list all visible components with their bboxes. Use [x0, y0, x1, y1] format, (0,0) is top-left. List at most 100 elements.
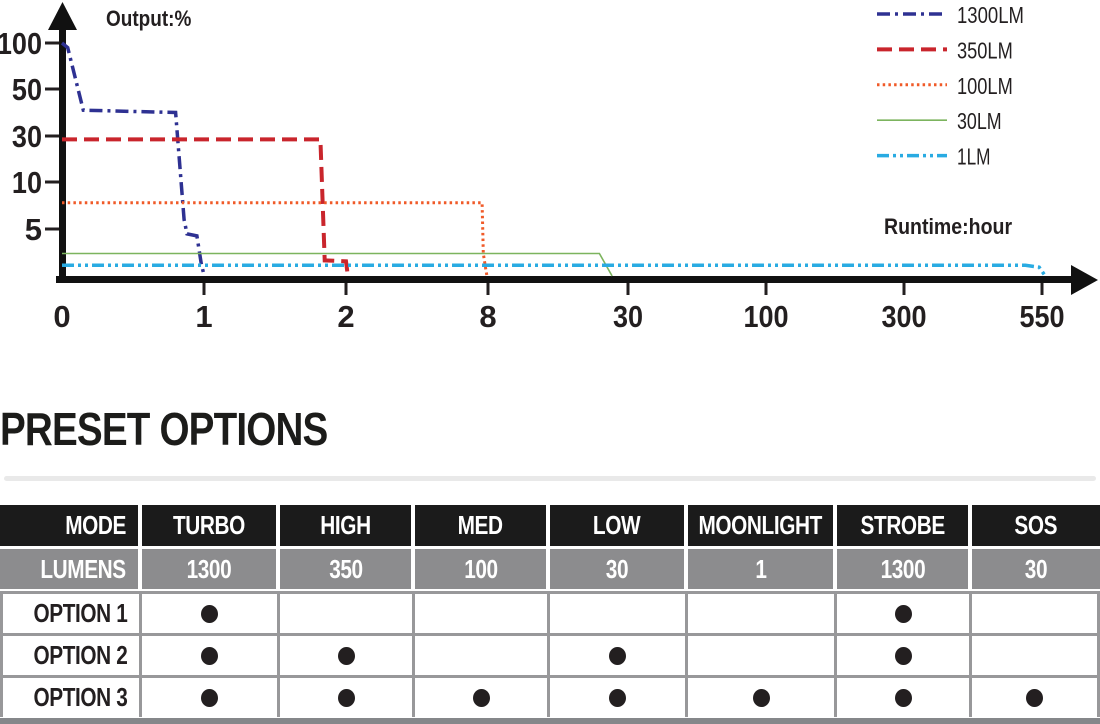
lumens-label: 350	[328, 553, 363, 584]
series-line-1lm	[62, 263, 1047, 277]
option-cell-moonlight	[688, 678, 837, 717]
lumens-row: LUMENS 1300 350 100 30 1 1300 30	[0, 549, 1100, 589]
selected-mode-dot-icon	[894, 688, 912, 707]
lumens-value-strobe: 1300	[837, 549, 972, 589]
option-row-3: OPTION 3	[3, 675, 1097, 717]
option-row-label: OPTION 2	[33, 640, 127, 670]
selected-mode-dot-icon	[1026, 688, 1043, 707]
selected-mode-dot-icon	[201, 604, 218, 623]
option-cell-strobe	[837, 636, 972, 675]
selected-mode-dot-icon	[894, 646, 912, 665]
lumens-label: 1300	[186, 553, 232, 584]
y-tick-label: 100	[0, 26, 42, 61]
series-line-1300lm	[60, 41, 206, 276]
option-row-label: OPTION 1	[33, 598, 127, 628]
option-cell-sos	[972, 594, 1097, 633]
option-cell-strobe	[837, 594, 972, 633]
option-cell-turbo	[142, 594, 280, 633]
selected-mode-dot-icon	[337, 688, 355, 707]
lumens-label: 30	[1024, 553, 1048, 584]
column-header-label: STROBE	[860, 510, 945, 540]
x-tick-label: 8	[479, 299, 496, 334]
selected-mode-dot-icon	[894, 604, 912, 623]
column-header-low: LOW	[550, 505, 688, 546]
column-header-strobe: STROBE	[837, 505, 972, 546]
option-cell-high	[280, 636, 415, 675]
lumens-value-low: 30	[550, 549, 688, 589]
column-header-sos: SOS	[972, 505, 1100, 546]
lumens-label: LUMENS	[40, 553, 127, 584]
lumens-label: 1	[754, 553, 767, 584]
lumens-value-turbo: 1300	[142, 549, 280, 589]
column-header-label: TURBO	[173, 510, 245, 540]
selected-mode-dot-icon	[609, 646, 626, 665]
x-axis-title: Runtime:hour	[884, 214, 1012, 239]
option-cell-low	[550, 678, 688, 717]
legend-label: 30LM	[957, 108, 1002, 134]
lumens-label: 100	[463, 553, 498, 584]
lumens-value-moonlight: 1	[688, 549, 837, 589]
selected-mode-dot-icon	[337, 646, 355, 665]
lumens-value-high: 350	[280, 549, 415, 589]
x-tick-label: 100	[743, 299, 788, 334]
option-cell-moonlight	[688, 636, 837, 675]
preset-options-table: MODE TURBO HIGH MED LOW MOONLIGHT STROBE SOS LUM…	[0, 505, 1100, 717]
x-tick-label: 1	[195, 299, 212, 334]
option-cell-med	[415, 594, 550, 633]
option-rows: OPTION 1 OPTION 2 OPTION 3	[0, 591, 1100, 717]
column-header-high: HIGH	[280, 505, 415, 546]
y-tick-label: 5	[25, 212, 42, 247]
x-tick-label: 0	[53, 299, 70, 334]
lumens-label: 30	[605, 553, 629, 584]
x-tick-label: 550	[1019, 299, 1064, 334]
column-header-mode: MODE	[0, 505, 142, 546]
selected-mode-dot-icon	[201, 688, 218, 707]
x-tick-label: 30	[613, 299, 643, 334]
legend-label: 1LM	[957, 144, 990, 170]
column-header-label: MED	[457, 510, 504, 540]
chart-legend: 1300LM 350LM 100LM 30LM 1LM	[877, 2, 1024, 170]
option-row-2: OPTION 2	[3, 633, 1097, 675]
selected-mode-dot-icon	[609, 688, 626, 707]
column-header-turbo: TURBO	[142, 505, 280, 546]
legend-label: 100LM	[957, 73, 1013, 99]
chart-series	[60, 41, 1047, 278]
option-cell-low	[550, 594, 688, 633]
column-header-label: HIGH	[320, 510, 371, 540]
option-cell-med	[415, 678, 550, 717]
option-cell-med	[415, 636, 550, 675]
y-tick-label: 50	[12, 72, 42, 107]
option-cell-moonlight	[688, 594, 837, 633]
table-bottom-bar	[0, 718, 1100, 724]
lumens-row-header: LUMENS	[0, 549, 142, 589]
heading-divider	[4, 476, 1096, 481]
y-axis-title: Output:%	[106, 6, 191, 31]
legend-label: 350LM	[957, 37, 1013, 63]
option-row-1: OPTION 1	[3, 594, 1097, 633]
lumens-label: 1300	[880, 553, 925, 584]
option-cell-strobe	[837, 678, 972, 717]
option-row-header: OPTION 3	[3, 678, 142, 717]
x-axis-arrow-icon	[1071, 265, 1098, 295]
option-row-label: OPTION 3	[33, 682, 127, 712]
option-cell-turbo	[142, 636, 280, 675]
column-header-med: MED	[415, 505, 550, 546]
option-cell-high	[280, 678, 415, 717]
series-line-100lm	[62, 201, 489, 276]
selected-mode-dot-icon	[472, 688, 490, 707]
y-tick-label: 10	[12, 165, 42, 200]
series-line-350lm	[62, 137, 350, 278]
column-header-moonlight: MOONLIGHT	[688, 505, 837, 546]
selected-mode-dot-icon	[201, 646, 218, 665]
column-header-label: LOW	[593, 510, 641, 540]
column-header-label: MODE	[65, 510, 126, 540]
option-cell-low	[550, 636, 688, 675]
legend-label: 1300LM	[957, 2, 1024, 28]
page-title: PRESET OPTIONS	[0, 403, 328, 455]
table-header-row: MODE TURBO HIGH MED LOW MOONLIGHT STROBE SOS	[0, 505, 1100, 546]
option-row-header: OPTION 1	[3, 594, 142, 633]
column-header-label: MOONLIGHT	[698, 510, 823, 540]
option-cell-sos	[972, 636, 1097, 675]
option-cell-sos	[972, 678, 1097, 717]
